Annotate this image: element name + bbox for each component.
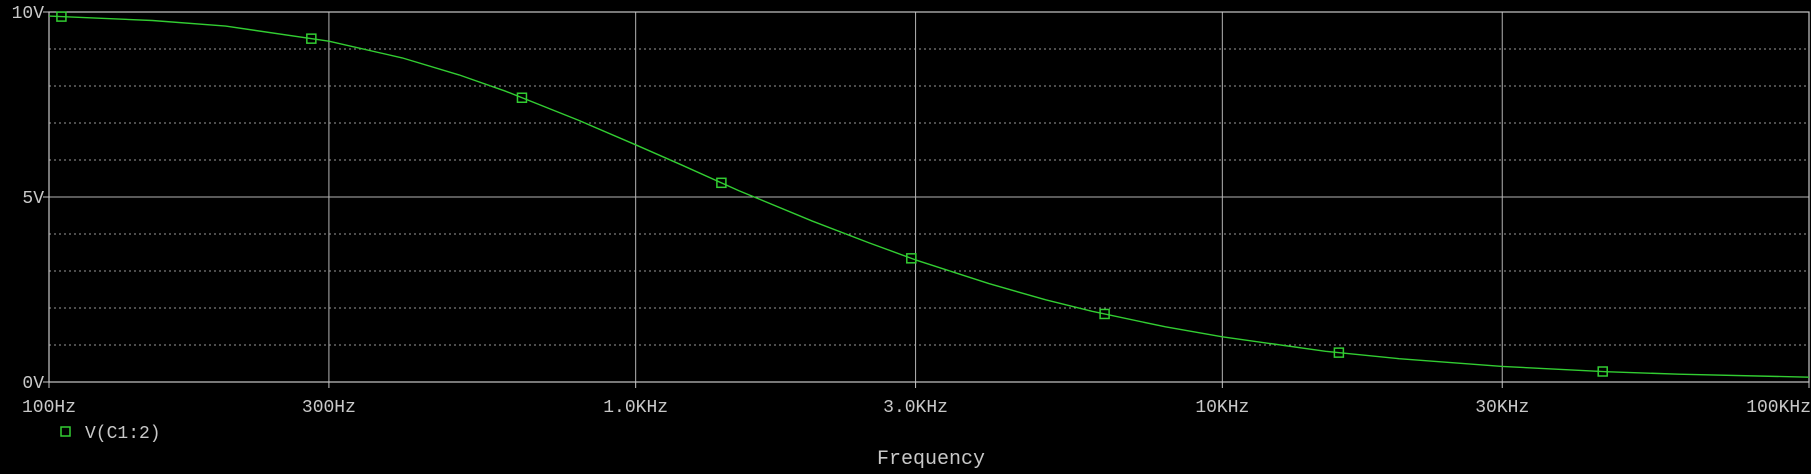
series-marker (56, 11, 67, 22)
y-tick-label: 0V (22, 374, 44, 394)
series-marker (516, 92, 528, 103)
y-tick-label: 5V (22, 189, 44, 209)
x-axis-ticks: 100Hz 300Hz 1.0KHz 3.0KHz 10KHz 30KHz 100KHz (22, 382, 1811, 418)
series-line (48, 15, 1810, 378)
series-marker (1597, 366, 1608, 377)
x-tick-label: 1.0KHz (603, 398, 668, 418)
series-marker (306, 33, 317, 44)
x-tick-label: 100Hz (22, 398, 76, 418)
series-marker (906, 253, 917, 264)
y-axis-ticks: 0V 5V 10V (12, 4, 49, 394)
x-tick-label: 3.0KHz (883, 398, 948, 418)
series-marker (1333, 347, 1345, 358)
x-tick-label: 100KHz (1746, 398, 1811, 418)
legend: V(C1:2) (60, 424, 161, 444)
x-tick-label: 30KHz (1475, 398, 1529, 418)
x-tick-label: 10KHz (1195, 398, 1249, 418)
x-tick-label: 300Hz (302, 398, 356, 418)
legend-label: V(C1:2) (85, 424, 161, 444)
legend-marker (60, 426, 71, 437)
x-axis-title: Frequency (877, 448, 985, 471)
series-marker (716, 177, 727, 189)
series-marker (1099, 308, 1110, 320)
y-tick-label: 10V (12, 4, 45, 24)
series-layer (48, 11, 1810, 378)
